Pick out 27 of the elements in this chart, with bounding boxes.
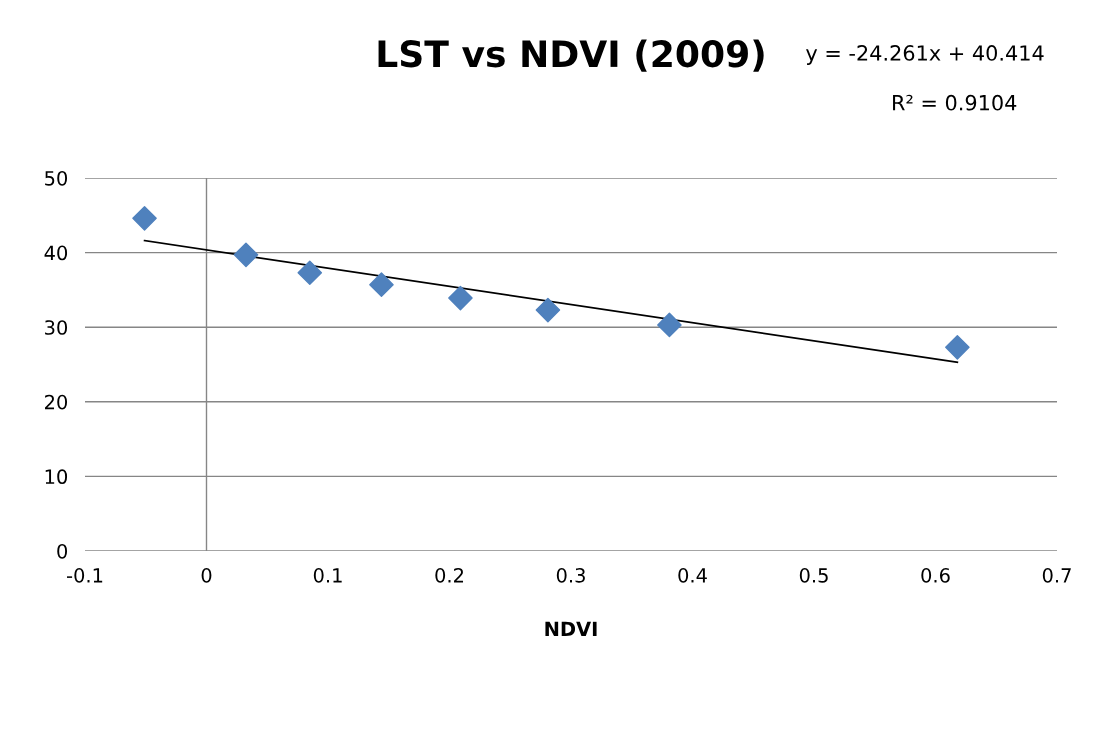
text: y = -24.261x + 40.414 <box>806 45 1044 65</box>
x-tick-label: 0 <box>201 568 212 583</box>
y-tick-label: 10 <box>45 469 68 485</box>
x-tick-label: 0.3 <box>556 568 585 583</box>
x-tick-label: -0.1 <box>66 568 103 583</box>
point <box>369 272 394 297</box>
point <box>297 260 323 286</box>
y-tick-label: 0 <box>57 543 68 559</box>
x-tick-label: 0.6 <box>921 568 950 583</box>
y-tick-label: 20 <box>45 394 68 410</box>
point <box>945 335 970 360</box>
y-tick-label: 30 <box>45 320 68 335</box>
y-tick-label: 50 <box>45 170 68 186</box>
x-axis-title: NDVI <box>545 621 597 636</box>
x-tick-label: 0.2 <box>435 568 464 583</box>
point <box>233 242 259 268</box>
x-tick-label: 0.4 <box>678 568 707 583</box>
point <box>535 297 561 323</box>
y-tick-label: 40 <box>44 245 68 261</box>
point <box>448 285 473 311</box>
x-tick-label: 0.1 <box>313 568 342 583</box>
text: R² = 0.9104 <box>893 94 1017 111</box>
x-tick-label: 0.7 <box>1042 568 1071 583</box>
chart-title: LST vs NDVI (2009) <box>378 39 764 72</box>
point <box>132 205 157 231</box>
x-tick-label: 0.5 <box>799 568 828 583</box>
point <box>657 312 682 338</box>
